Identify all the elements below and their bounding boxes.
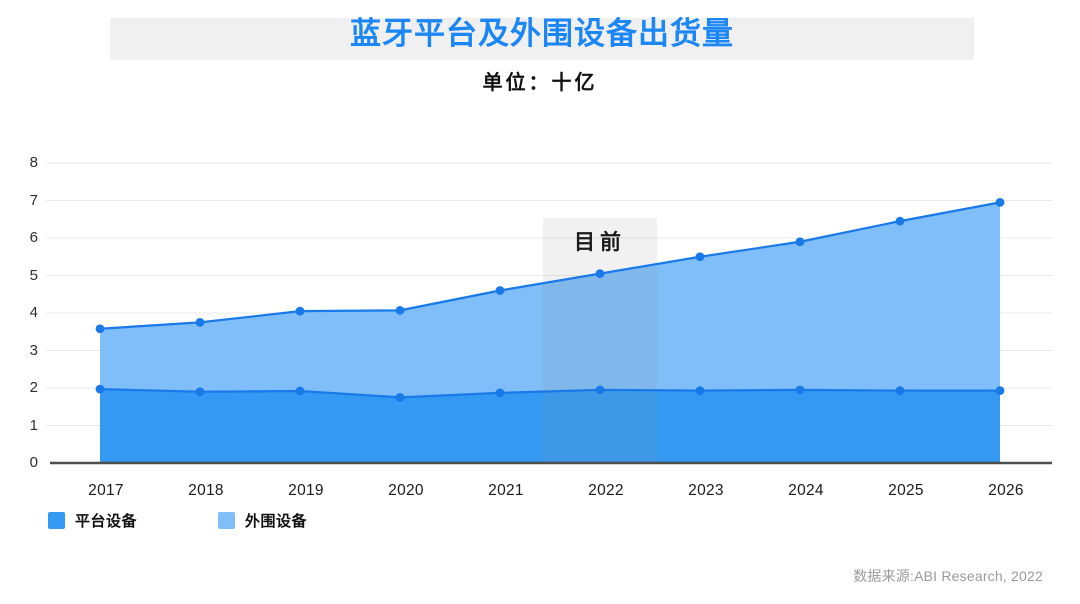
current-year-band [543, 218, 657, 463]
y-tick-label: 1 [29, 416, 38, 434]
y-tick-label: 5 [29, 266, 38, 284]
chart-title: 蓝牙平台及外围设备出货量 [350, 16, 734, 51]
peripheral-total-line [99, 201, 1001, 330]
data-point-total [295, 306, 305, 316]
x-tick-label: 2020 [388, 482, 424, 499]
data-point-platform [595, 385, 605, 395]
y-tick-label: 2 [29, 379, 38, 396]
data-point-platform [95, 384, 105, 394]
legend-swatch-peripheral [218, 512, 236, 529]
legend-item-peripheral: 外围设备 [218, 510, 307, 531]
x-tick-label: 2025 [888, 482, 924, 499]
current-year-annotation: 目前 [574, 231, 626, 254]
x-tick-label: 2019 [288, 482, 324, 499]
x-tick-label: 2017 [88, 482, 124, 499]
legend-item-platform: 平台设备 [48, 510, 137, 531]
y-tick-label: 4 [29, 304, 38, 321]
platform-area [100, 389, 1000, 463]
data-point-total [195, 317, 205, 327]
x-tick-label: 2024 [788, 482, 824, 499]
data-point-total [595, 269, 605, 279]
data-point-platform [195, 387, 205, 397]
x-tick-label: 2022 [588, 482, 624, 499]
x-tick-label: 2026 [988, 482, 1024, 499]
data-point-platform [495, 388, 505, 398]
data-point-platform [695, 386, 705, 396]
y-tick-label: 6 [29, 229, 38, 246]
y-tick-label: 0 [29, 454, 38, 471]
chart-legend: 平台设备 外围设备 [48, 510, 307, 531]
data-point-total [795, 237, 805, 247]
data-point-total [495, 286, 505, 295]
data-point-platform [895, 386, 905, 396]
y-tick-label: 7 [29, 191, 38, 209]
data-source: 数据来源:ABI Research, 2022 [853, 568, 1043, 584]
legend-label-peripheral: 外围设备 [245, 513, 308, 530]
data-point-total [395, 305, 405, 315]
data-point-total [95, 324, 105, 334]
data-point-total [995, 197, 1005, 207]
y-tick-label: 3 [29, 341, 38, 359]
data-point-platform [995, 386, 1005, 396]
legend-swatch-platform [48, 512, 65, 529]
x-tick-label: 2018 [188, 482, 224, 499]
data-point-total [895, 216, 905, 226]
data-point-platform [395, 392, 405, 402]
data-point-total [695, 252, 705, 262]
title-banner: 蓝牙平台及外围设备出货量 [110, 16, 974, 60]
data-point-platform [295, 386, 305, 396]
y-tick-label: 8 [29, 154, 38, 171]
platform-line [99, 388, 1000, 399]
unit-label: 单位：十亿 [482, 72, 598, 94]
x-tick-label: 2023 [688, 482, 724, 499]
x-tick-label: 2021 [488, 482, 524, 499]
data-point-platform [795, 385, 805, 395]
legend-label-platform: 平台设备 [75, 513, 138, 530]
peripheral-area [100, 202, 1000, 398]
